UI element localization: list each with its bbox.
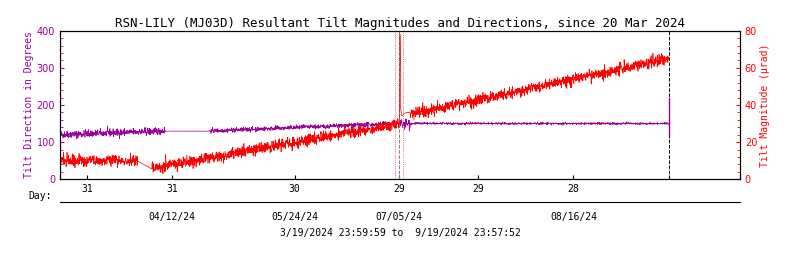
Title: RSN-LILY (MJ03D) Resultant Tilt Magnitudes and Directions, since 20 Mar 2024: RSN-LILY (MJ03D) Resultant Tilt Magnitud…	[115, 17, 685, 29]
Text: 05/24/24: 05/24/24	[271, 212, 318, 222]
Text: 07/05/24: 07/05/24	[376, 212, 423, 222]
Text: Day:: Day:	[29, 191, 52, 201]
Text: 08/16/24: 08/16/24	[550, 212, 597, 222]
Text: 3/19/2024 23:59:59 to  9/19/2024 23:57:52: 3/19/2024 23:59:59 to 9/19/2024 23:57:52	[279, 228, 521, 238]
Text: 04/12/24: 04/12/24	[149, 212, 196, 222]
Y-axis label: Tilt Magnitude (μrad): Tilt Magnitude (μrad)	[760, 43, 770, 167]
Y-axis label: Tilt Direction in Degrees: Tilt Direction in Degrees	[24, 31, 34, 178]
